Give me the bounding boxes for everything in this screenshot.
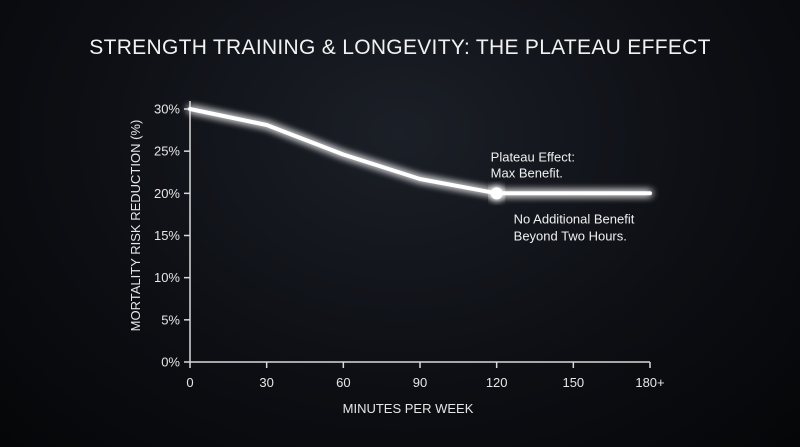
y-tick-label: 5% xyxy=(161,312,180,327)
y-tick-label: 25% xyxy=(154,144,180,159)
x-tick-label: 180+ xyxy=(635,375,664,390)
plateau-annotation-line2: Max Benefit. xyxy=(491,165,563,180)
x-tick-label: 30 xyxy=(259,375,273,390)
x-tick-label: 60 xyxy=(336,375,350,390)
series-line xyxy=(188,107,652,196)
y-tick-label: 15% xyxy=(154,228,180,243)
x-tick-label: 120 xyxy=(486,375,508,390)
no-benefit-annotation-line1: No Additional Benefit xyxy=(514,211,635,226)
chart-title: STRENGTH TRAINING & LONGEVITY: THE PLATE… xyxy=(89,36,711,59)
y-tick-label: 0% xyxy=(161,355,180,370)
plateau-point xyxy=(490,187,503,200)
x-ticks: 0 30 60 90 120 150 180+ xyxy=(186,362,665,390)
y-axis-title: MORTALITY RISK REDUCTION (%) xyxy=(128,120,143,332)
y-tick-label: 20% xyxy=(154,186,180,201)
x-axis-title: MINUTES PER WEEK xyxy=(343,401,474,416)
x-tick-label: 0 xyxy=(186,375,193,390)
y-ticks: 0% 5% 10% 15% 20% 25% 30% xyxy=(154,102,190,370)
y-tick-label: 10% xyxy=(154,270,180,285)
x-tick-label: 90 xyxy=(413,375,427,390)
x-tick-label: 150 xyxy=(562,375,584,390)
no-benefit-annotation-line2: Beyond Two Hours. xyxy=(514,228,627,243)
y-tick-label: 30% xyxy=(154,102,180,117)
plateau-annotation-line1: Plateau Effect: xyxy=(491,149,575,164)
series-group xyxy=(188,107,652,200)
